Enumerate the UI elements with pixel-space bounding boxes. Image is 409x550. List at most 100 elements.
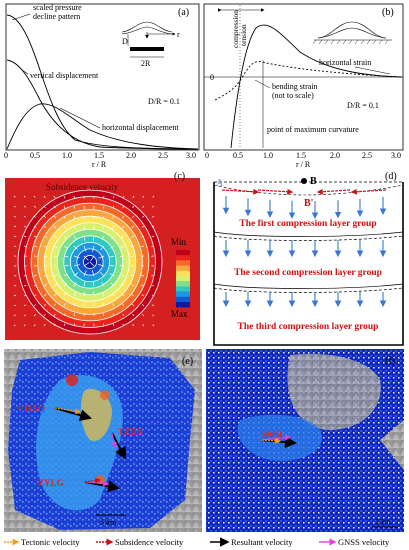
station-chao: CHAO — [18, 404, 45, 414]
velocity-vector — [131, 303, 135, 307]
velocity-vector — [33, 225, 37, 228]
velocity-vector — [92, 235, 95, 241]
velocity-vector — [142, 314, 145, 317]
velocity-vector — [43, 303, 47, 307]
red-arrow-1 — [257, 188, 294, 195]
velocity-vector — [152, 324, 155, 327]
velocity-vector — [122, 323, 125, 327]
velocity-vector — [63, 323, 66, 327]
velocity-vector — [121, 293, 125, 297]
tag-a: (a) — [178, 7, 189, 18]
velocity-vector — [152, 195, 155, 198]
panel-a-frame — [5, 3, 200, 151]
velocity-vector — [13, 205, 16, 208]
velocity-vector — [151, 245, 155, 247]
velocity-vector — [53, 195, 56, 199]
panel-f: SSOI 5 km (f) — [206, 349, 404, 532]
label-horizontal: horizontal displacement — [102, 123, 179, 132]
velocity-vector — [102, 313, 105, 317]
velocity-vector — [122, 215, 125, 219]
velocity-legend: Tectonic velocity Subsidence velocity Re… — [4, 537, 390, 547]
velocity-vector — [101, 235, 105, 241]
velocity-vector — [152, 205, 155, 208]
strain-inset — [312, 21, 392, 45]
velocity-vector — [112, 313, 115, 317]
velocity-vector — [120, 245, 125, 248]
velocity-vector — [132, 323, 135, 327]
velocity-vector — [33, 245, 37, 248]
velocity-vector — [151, 275, 155, 277]
velocity-vector — [130, 274, 135, 277]
x-ticks-b: 0 0.5 1.0 1.5 2.0 2.5 3.0 — [205, 151, 401, 160]
velocity-vector — [142, 324, 145, 327]
velocity-vector — [83, 225, 85, 230]
velocity-vector — [83, 255, 89, 261]
velocity-vector — [63, 205, 66, 209]
tag-b: (b) — [382, 7, 394, 18]
legend-gnss-label: GNSS velocity — [338, 537, 390, 547]
velocity-vector — [102, 302, 105, 307]
velocity-vector — [102, 215, 105, 220]
svg-text:1.0: 1.0 — [263, 151, 273, 160]
velocity-vector — [13, 324, 16, 327]
layer-boundary-2b — [213, 287, 404, 293]
velocity-vector — [92, 245, 95, 252]
label-max-curvature: point of maximum curvature — [267, 125, 359, 134]
velocity-vector — [141, 274, 145, 277]
velocity-vector — [111, 292, 115, 297]
vertical-arrows — [222, 196, 387, 308]
velocity-vector — [63, 195, 66, 199]
velocity-vector — [53, 245, 58, 248]
subsidence-title: Subsidence velocity — [46, 182, 119, 192]
velocity-vector — [131, 225, 135, 229]
velocity-vector — [141, 235, 145, 238]
velocity-vector — [33, 294, 37, 297]
colorbar-step-8 — [176, 291, 190, 297]
velocity-vector — [98, 264, 105, 267]
velocity-vector — [102, 205, 105, 209]
velocity-vector — [152, 314, 155, 317]
legend-subsidence-label: Subsidence velocity — [115, 537, 184, 547]
layer-2: The second compression layer group — [234, 268, 382, 278]
svg-text:3.0: 3.0 — [186, 151, 196, 160]
velocity-vector — [99, 271, 105, 277]
velocity-vector — [120, 274, 125, 277]
velocity-vector — [122, 313, 125, 317]
velocity-vector — [73, 215, 76, 220]
velocity-vector — [109, 264, 115, 267]
velocity-vector — [23, 275, 27, 277]
velocity-vector — [73, 245, 78, 250]
zero-label: 0 — [210, 73, 214, 82]
svg-text:1.0: 1.0 — [62, 151, 72, 160]
velocity-vector — [102, 225, 105, 230]
velocity-vector — [13, 304, 16, 307]
velocity-vector — [23, 215, 26, 218]
velocity-vector — [33, 205, 36, 208]
velocity-vector — [63, 225, 67, 229]
layer-1: The first compression layer group — [239, 219, 376, 229]
velocity-vector — [112, 195, 115, 199]
velocity-vector — [141, 225, 145, 228]
velocity-vector — [83, 245, 87, 252]
velocity-vector — [111, 225, 115, 230]
velocity-vector — [53, 283, 58, 287]
velocity-vector — [121, 225, 125, 229]
velocity-vector — [53, 274, 58, 277]
station-zylg: ZYLG — [38, 478, 64, 488]
velocity-vector — [13, 294, 17, 297]
tectonic-chao — [54, 407, 82, 415]
svg-text:2.0: 2.0 — [330, 151, 340, 160]
hot-spot-1 — [66, 374, 78, 386]
leader-horizontal — [59, 107, 101, 129]
velocity-vector — [33, 314, 36, 317]
velocity-vector — [142, 205, 145, 208]
legend-resultant-label: Resultant velocity — [231, 537, 293, 547]
velocity-vector — [112, 215, 115, 219]
velocity-vector — [43, 245, 48, 248]
velocity-vector — [151, 304, 155, 307]
horizontal-strain-curve — [230, 24, 403, 149]
velocity-vector — [111, 235, 115, 240]
leader-pressure — [11, 13, 31, 21]
velocity-vector — [121, 235, 125, 239]
subsidence-colorbar — [176, 250, 190, 308]
